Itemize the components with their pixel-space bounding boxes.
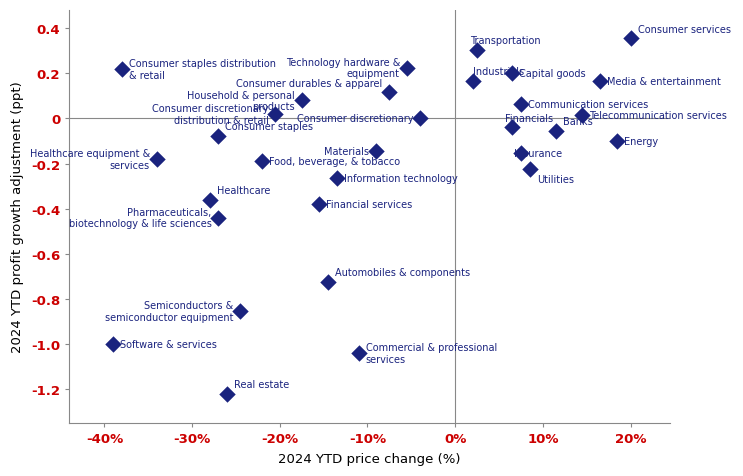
Text: Banks: Banks	[563, 117, 593, 127]
Text: Energy: Energy	[624, 137, 658, 147]
Text: Real estate: Real estate	[234, 379, 290, 389]
Text: Commercial & professional
services: Commercial & professional services	[366, 342, 497, 364]
Text: Technology hardware &
equipment: Technology hardware & equipment	[285, 58, 400, 79]
Text: Software & services: Software & services	[120, 339, 217, 349]
Point	[221, 390, 233, 397]
Text: Financial services: Financial services	[326, 200, 412, 209]
Point	[611, 138, 623, 146]
Text: Communication services: Communication services	[528, 99, 648, 109]
Text: Consumer staples distribution
& retail: Consumer staples distribution & retail	[129, 59, 276, 80]
Point	[212, 133, 224, 141]
Text: Consumer discretionary
distribution & retail: Consumer discretionary distribution & re…	[152, 104, 268, 125]
Text: Telecommunication services: Telecommunication services	[589, 111, 727, 121]
Point	[594, 78, 606, 86]
Point	[414, 115, 426, 123]
Text: Insurance: Insurance	[514, 149, 562, 159]
Text: Consumer services: Consumer services	[637, 25, 730, 35]
Text: Healthcare: Healthcare	[217, 186, 270, 196]
Point	[370, 148, 382, 156]
Text: Utilities: Utilities	[536, 174, 574, 184]
Point	[506, 70, 518, 78]
Text: Capital goods: Capital goods	[519, 69, 585, 79]
Y-axis label: 2024 YTD profit growth adjustment (ppt): 2024 YTD profit growth adjustment (ppt)	[11, 81, 24, 353]
Point	[234, 308, 246, 316]
Point	[383, 89, 395, 97]
Text: Healthcare equipment &
services: Healthcare equipment & services	[30, 149, 150, 170]
Point	[296, 97, 308, 105]
Text: Media & entertainment: Media & entertainment	[607, 77, 721, 87]
Text: Industrials: Industrials	[473, 66, 524, 76]
Point	[151, 156, 163, 163]
Text: Household & personal
products: Household & personal products	[187, 90, 295, 112]
Point	[401, 65, 413, 72]
Text: Consumer discretionary: Consumer discretionary	[296, 114, 413, 124]
Text: Pharmaceuticals,
biotechnology & life sciences: Pharmaceuticals, biotechnology & life sc…	[68, 208, 212, 229]
Point	[314, 201, 325, 208]
Point	[204, 197, 215, 204]
Point	[212, 214, 224, 222]
Text: Materials: Materials	[324, 147, 369, 157]
Point	[515, 101, 527, 109]
Point	[331, 175, 343, 183]
Point	[270, 111, 282, 119]
Point	[515, 150, 527, 158]
Point	[116, 66, 128, 73]
Text: Automobiles & components: Automobiles & components	[335, 268, 470, 278]
Point	[353, 349, 365, 357]
Point	[467, 78, 478, 86]
Point	[256, 158, 268, 166]
X-axis label: 2024 YTD price change (%): 2024 YTD price change (%)	[279, 452, 461, 465]
Text: Information technology: Information technology	[344, 174, 458, 184]
Text: Semiconductors &
semiconductor equipment: Semiconductors & semiconductor equipment	[105, 301, 233, 322]
Point	[322, 278, 334, 286]
Point	[524, 166, 536, 174]
Text: Consumer staples: Consumer staples	[225, 121, 314, 131]
Point	[625, 35, 637, 43]
Text: Food, beverage, & tobacco: Food, beverage, & tobacco	[269, 157, 400, 167]
Text: Consumer durables & apparel: Consumer durables & apparel	[236, 79, 383, 89]
Point	[577, 112, 588, 119]
Text: Financials: Financials	[505, 114, 554, 124]
Point	[550, 128, 562, 135]
Point	[107, 340, 119, 348]
Point	[471, 47, 483, 54]
Point	[506, 124, 518, 132]
Text: Transportation: Transportation	[470, 36, 541, 46]
